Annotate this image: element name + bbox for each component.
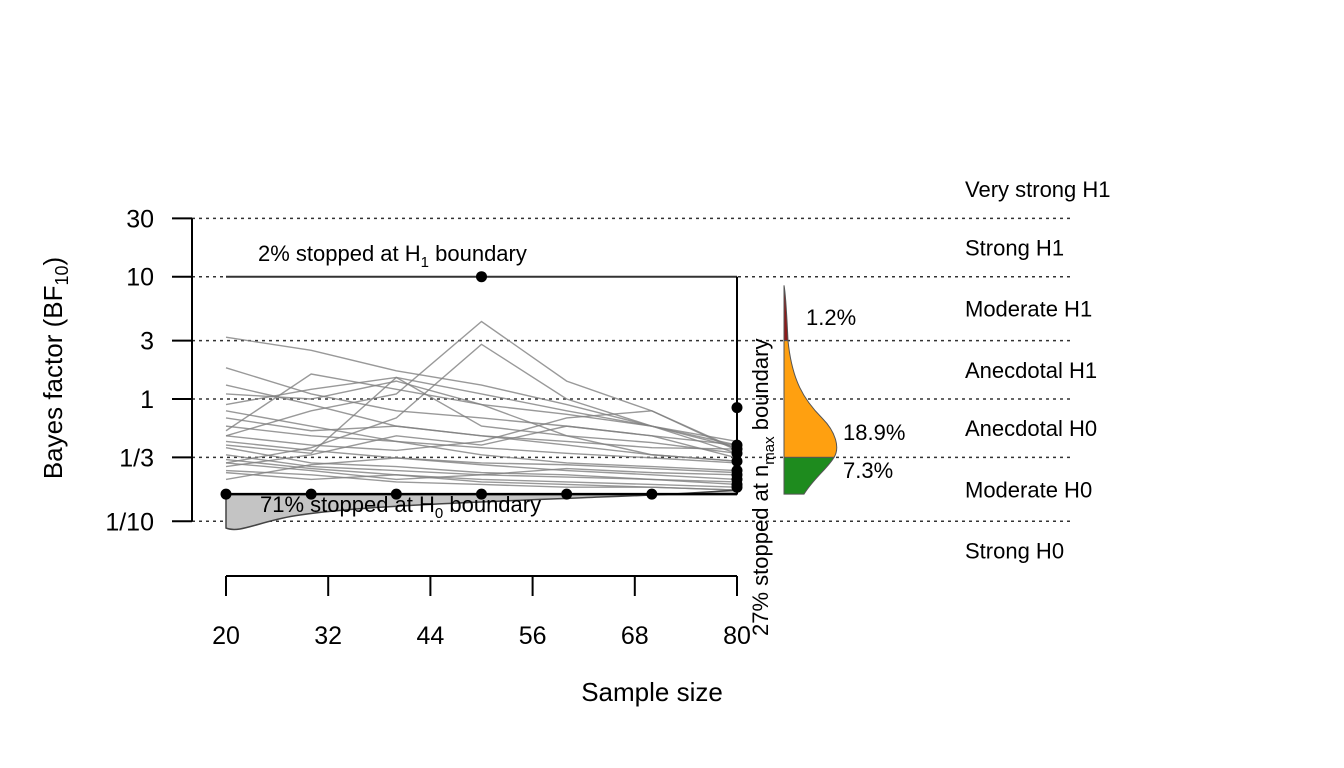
evidence-label-5: Moderate H0	[965, 477, 1092, 502]
y-tick-label-5: 30	[126, 205, 154, 233]
evidence-label-4: Anecdotal H0	[965, 416, 1097, 441]
percent-label-anecdotal: 18.9%	[843, 420, 905, 445]
y-tick-label-1: 1/3	[119, 444, 154, 472]
x-tick-label-1: 32	[314, 622, 342, 650]
x-axis: 20 32 44 56 68 80	[212, 575, 751, 650]
trajectory-17	[225, 462, 738, 481]
evidence-label-3: Anecdotal H1	[965, 358, 1097, 383]
trajectory-18	[225, 410, 738, 472]
y-axis: 1/10 1/3 1 3 10 30	[105, 205, 193, 536]
stopped-lower-point-1	[305, 488, 317, 500]
lower-boundary-density	[225, 489, 738, 531]
upper-boundary-annotation: 2% stopped at H1 boundary	[258, 241, 527, 271]
stopped-nmax-point-4	[731, 455, 743, 467]
y-axis-title: Bayes factor (BF10)	[38, 257, 72, 479]
trajectory-15	[225, 376, 738, 454]
x-axis-title: Sample size	[581, 677, 723, 707]
y-tick-label-2: 1	[140, 386, 154, 414]
stopped-upper-point-0	[476, 271, 487, 283]
evidence-label-1: Strong H1	[965, 236, 1064, 261]
percent-label-moderate-h1: 1.2%	[806, 305, 856, 330]
trajectory-2	[225, 425, 738, 464]
trajectory-20	[225, 469, 738, 491]
density-anecdotal	[783, 340, 838, 458]
evidence-label-2: Moderate H1	[965, 297, 1092, 322]
evidence-category-labels: Very strong H1 Strong H1 Moderate H1 Anecdo…	[965, 177, 1111, 563]
density-h1	[783, 285, 789, 342]
bf-trajectories	[225, 320, 738, 491]
trajectory-12	[225, 417, 738, 450]
y-tick-label-0: 1/10	[105, 508, 154, 536]
trajectory-21	[225, 380, 738, 462]
final-bf-density	[783, 285, 838, 495]
trajectory-10	[225, 471, 738, 488]
stopped-lower-point-2	[390, 488, 402, 500]
trajectory-5	[225, 376, 738, 443]
trajectory-9	[225, 446, 738, 486]
evidence-label-0: Very strong H1	[965, 177, 1111, 202]
x-tick-label-3: 56	[519, 622, 547, 650]
stopped-nmax-point-0	[731, 402, 743, 414]
stopped-lower-point-5	[646, 488, 658, 500]
trajectory-19	[225, 410, 738, 452]
stopped-lower-point-4	[561, 488, 573, 500]
x-tick-label-0: 20	[212, 622, 240, 650]
stopped-lower-point-3	[476, 488, 487, 500]
evidence-label-6: Strong H0	[965, 539, 1064, 564]
trajectory-8	[225, 425, 738, 468]
stopped-nmax-point-9	[731, 481, 743, 493]
stopping-points	[220, 271, 743, 500]
x-tick-label-4: 68	[621, 622, 649, 650]
density-moderate-h0	[783, 456, 835, 495]
lower-density-area	[225, 489, 738, 531]
stopped-nmax-point-3	[731, 447, 743, 459]
percent-label-moderate-h0: 7.3%	[843, 458, 893, 483]
stopped-lower-point-0	[220, 488, 232, 500]
y-tick-label-4: 10	[126, 264, 154, 292]
trajectory-3	[225, 336, 738, 449]
trajectory-1	[225, 440, 738, 474]
lower-boundary-annotation: 71% stopped at H0 boundary	[260, 492, 541, 522]
y-tick-label-3: 3	[140, 328, 154, 356]
x-tick-label-5: 80	[723, 622, 751, 650]
x-tick-label-2: 44	[416, 622, 444, 650]
nmax-boundary-annotation: 27% stopped at nmax boundary	[748, 339, 778, 636]
trajectory-16	[225, 457, 738, 481]
